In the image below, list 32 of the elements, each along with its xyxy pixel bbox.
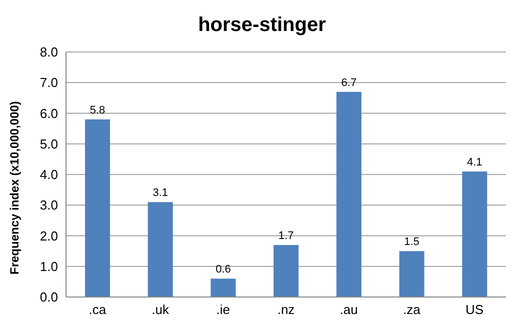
y-tick-label: 1.0 <box>40 258 58 274</box>
y-tick-label: 2.0 <box>40 228 58 244</box>
x-tick-label: .nz <box>277 302 295 318</box>
x-tick-label: .uk <box>152 302 170 318</box>
data-label: 5.8 <box>90 104 106 116</box>
x-tick-label: .za <box>403 302 422 318</box>
bar <box>274 244 299 297</box>
y-axis-title: Frequency index (x10,000,000) <box>7 101 22 274</box>
chart-title: horse-stinger <box>197 14 327 37</box>
bar <box>210 278 236 297</box>
y-tick-label: 8.0 <box>40 44 58 60</box>
data-label: 4.1 <box>466 156 482 168</box>
bar <box>85 119 110 297</box>
x-tick-label: US <box>466 302 484 318</box>
y-tick-label: 5.0 <box>40 136 58 152</box>
bar <box>399 251 424 297</box>
data-label: 1.5 <box>404 236 420 248</box>
y-tick-label: 7.0 <box>40 75 58 90</box>
y-tick-label: 0.0 <box>40 290 58 305</box>
data-label: 3.1 <box>152 187 168 200</box>
data-label: 1.7 <box>278 230 294 242</box>
bar <box>148 202 173 297</box>
y-tick-label: 4.0 <box>40 167 58 182</box>
x-tick-label: .au <box>340 302 358 318</box>
y-tick-label: 3.0 <box>40 198 58 213</box>
data-label: 0.6 <box>216 264 231 276</box>
bar <box>462 171 488 297</box>
y-tick-label: 6.0 <box>40 106 58 121</box>
data-label: 6.7 <box>341 76 357 89</box>
bar <box>336 92 362 297</box>
x-tick-label: .ie <box>216 302 230 318</box>
x-tick-label: .ca <box>88 302 107 318</box>
